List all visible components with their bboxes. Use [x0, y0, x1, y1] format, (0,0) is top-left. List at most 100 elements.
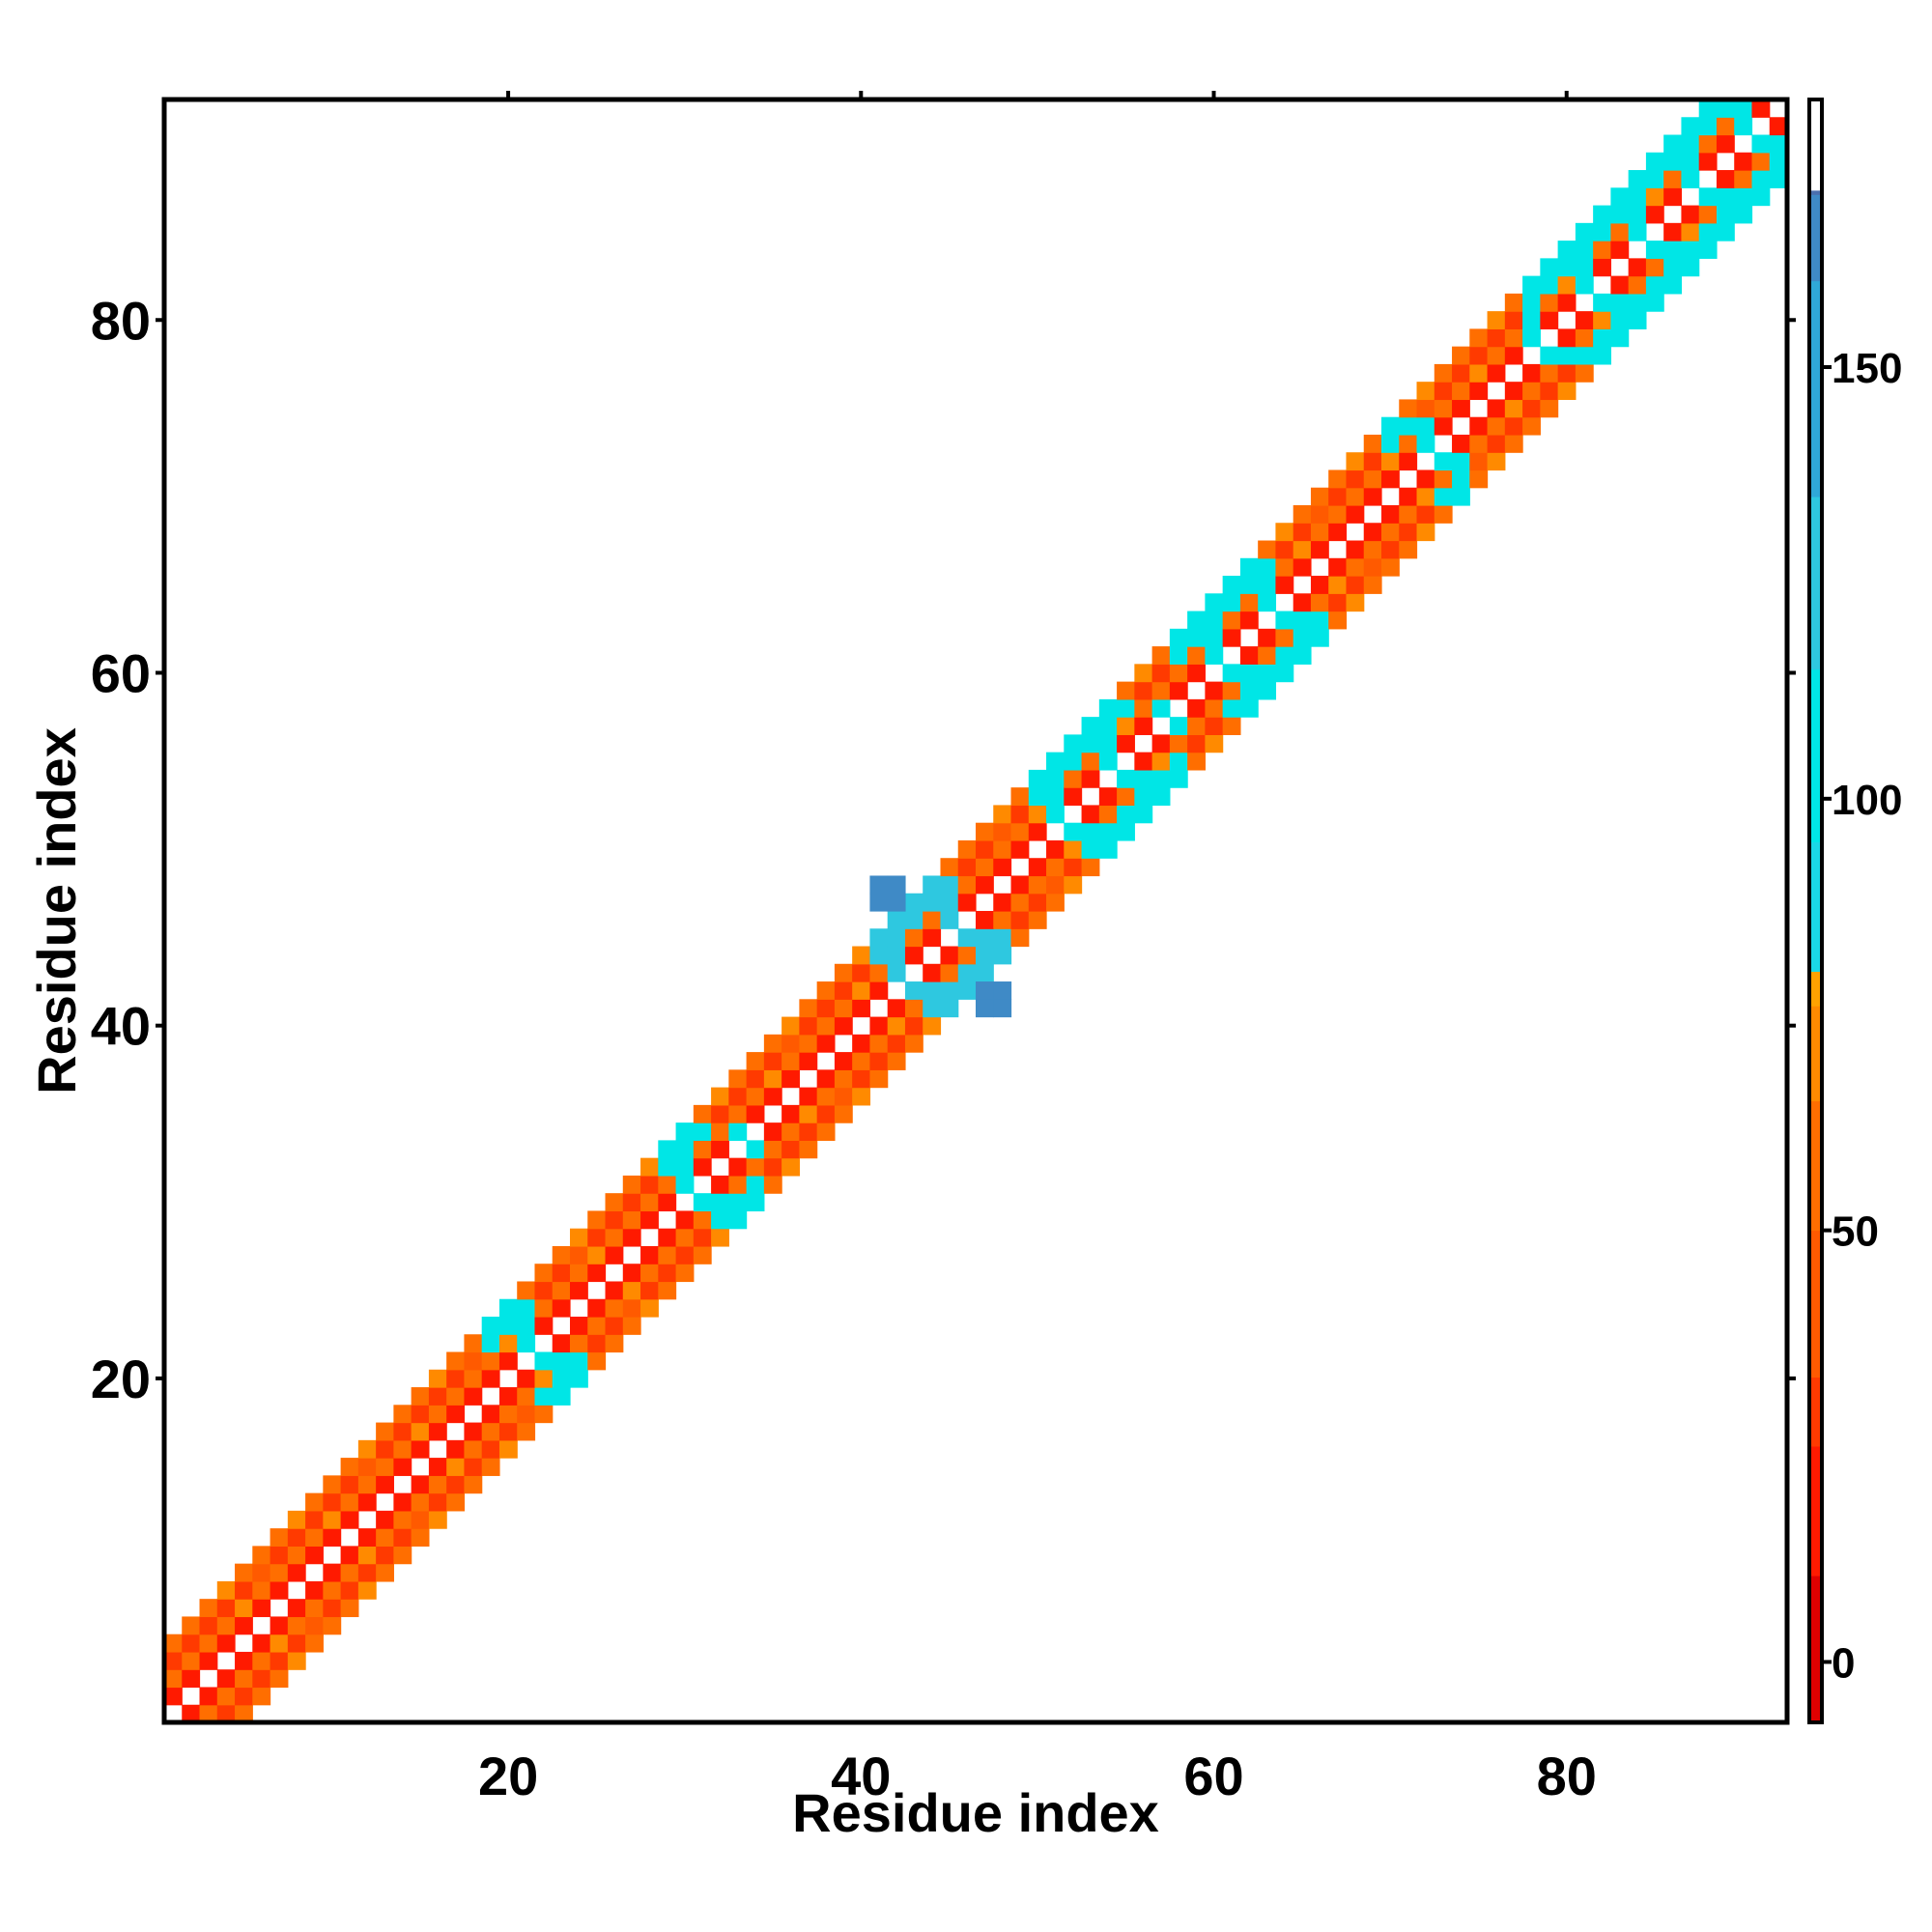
heatmap-cell [199, 1687, 218, 1706]
heatmap-cell [1275, 664, 1294, 683]
heatmap-cell [852, 946, 871, 965]
heatmap-cell [976, 911, 994, 929]
heatmap-cell [1698, 222, 1718, 242]
heatmap-cell [1399, 434, 1418, 453]
heatmap-cell [498, 1317, 518, 1335]
heatmap-cell [252, 1563, 271, 1582]
heatmap-cell [1064, 839, 1083, 859]
heatmap-cell [887, 999, 906, 1018]
heatmap-cell [852, 981, 871, 1000]
heatmap-cell [1117, 734, 1135, 753]
heatmap-cell [1416, 469, 1435, 489]
heatmap-cell [323, 1599, 342, 1618]
heatmap-cell [605, 1317, 624, 1335]
heatmap-cell [1645, 258, 1664, 277]
heatmap-cell [1081, 769, 1100, 788]
heatmap-cell [1310, 611, 1329, 630]
heatmap-cell [1205, 593, 1224, 612]
heatmap-cell [376, 1546, 394, 1565]
heatmap-cell [1275, 576, 1294, 594]
y-tick-label: 20 [91, 1349, 151, 1409]
heatmap-cell [904, 999, 923, 1018]
heatmap-cell [464, 1334, 483, 1353]
heatmap-cell [1187, 646, 1206, 665]
heatmap-cell [923, 999, 942, 1018]
heatmap-cell [1575, 328, 1594, 348]
heatmap-cell [1416, 434, 1435, 453]
heatmap-cell [1028, 805, 1047, 824]
heatmap-cell [746, 1175, 765, 1194]
heatmap-cell [1064, 787, 1083, 807]
heatmap-cell [675, 1264, 695, 1283]
heatmap-cell [993, 858, 1012, 877]
heatmap-cell [357, 1475, 377, 1494]
heatmap-cell [957, 839, 977, 859]
heatmap-cell [1734, 187, 1753, 207]
heatmap-cell [481, 1369, 500, 1388]
heatmap-cell [1222, 698, 1241, 718]
heatmap-cell [1487, 452, 1506, 471]
y-tick-label: 80 [91, 290, 151, 351]
heatmap-cell [1028, 787, 1047, 807]
colorbar-segment [1809, 99, 1822, 191]
heatmap-cell [411, 1405, 430, 1424]
heatmap-cell [923, 893, 942, 912]
heatmap-cell [587, 1264, 607, 1283]
heatmap-cell [216, 1616, 236, 1635]
heatmap-cell [446, 1369, 466, 1388]
colorbar-segment [1809, 497, 1822, 670]
heatmap-cell [640, 1281, 659, 1300]
heatmap-cell [1557, 258, 1577, 277]
heatmap-cell [1751, 99, 1771, 118]
heatmap-cell [1134, 717, 1153, 735]
heatmap-cell [498, 1387, 518, 1406]
heatmap-cell [1751, 170, 1771, 188]
heatmap-cell [1205, 698, 1224, 718]
colorbar-tick-label: 100 [1832, 777, 1902, 824]
heatmap-cell [464, 1458, 483, 1476]
heatmap-cell [305, 1492, 324, 1512]
heatmap-cell [1028, 875, 1047, 895]
heatmap-cell [1698, 187, 1718, 207]
heatmap-cell [834, 1069, 853, 1089]
heatmap-cell [464, 1369, 483, 1388]
heatmap-cell [1010, 822, 1030, 841]
heatmap-cell [869, 1016, 889, 1036]
heatmap-cell [1469, 416, 1489, 436]
heatmap-cell [323, 1528, 342, 1547]
heatmap-cell [1681, 152, 1700, 171]
heatmap-cell [305, 1616, 324, 1635]
heatmap-cell [1381, 434, 1400, 453]
heatmap-cell [1081, 752, 1100, 771]
heatmap-cell [1046, 752, 1065, 771]
heatmap-cell [1698, 117, 1718, 136]
heatmap-cell [976, 928, 994, 948]
heatmap-cell [976, 963, 994, 982]
heatmap-cell [1346, 505, 1365, 524]
heatmap-cell [411, 1492, 430, 1512]
heatmap-cell [904, 1034, 923, 1053]
heatmap-cell [1239, 681, 1259, 700]
colorbar-segment [1809, 668, 1822, 843]
heatmap-cell [1487, 434, 1506, 453]
heatmap-cell [587, 1245, 607, 1264]
heatmap-cell [887, 893, 906, 912]
heatmap-cell [1187, 664, 1206, 683]
heatmap-cell [340, 1546, 359, 1565]
heatmap-cell [1098, 839, 1118, 859]
heatmap-cell [1275, 611, 1294, 630]
heatmap-cell [376, 1528, 394, 1547]
heatmap-cell [1293, 540, 1312, 559]
heatmap-cell [976, 822, 994, 841]
heatmap-cell [1310, 505, 1329, 524]
colorbar-segment [1809, 1377, 1822, 1447]
heatmap-cell [1328, 487, 1348, 506]
colorbar-segment [1809, 189, 1822, 195]
heatmap-cell [481, 1458, 500, 1476]
heatmap-cell [323, 1510, 342, 1529]
heatmap-cell [1028, 858, 1047, 877]
heatmap-cell [1593, 222, 1611, 242]
heatmap-cell [1134, 752, 1153, 771]
heatmap-cell [1310, 593, 1329, 612]
heatmap-cell [1151, 681, 1171, 700]
